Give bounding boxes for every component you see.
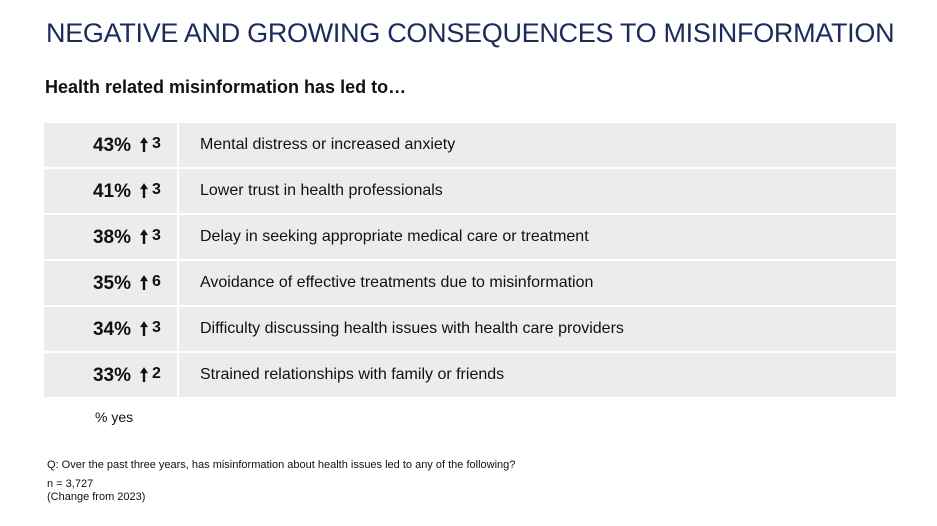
up-arrow [140, 182, 148, 198]
up-arrow [140, 366, 148, 382]
change-value: 3 [152, 227, 161, 245]
row-label: Avoidance of effective treatments due to… [200, 274, 594, 291]
change-value: 3 [152, 135, 161, 153]
change: 3 [140, 319, 161, 337]
change-value: 2 [152, 365, 161, 383]
stat-cell: 38% 3 [44, 215, 179, 259]
percent: 41% [92, 181, 131, 203]
unit-note: % yes [95, 409, 134, 425]
percent: 38% [92, 227, 131, 249]
change: 2 [140, 365, 161, 383]
table-row: 38% 3 Delay in seeking appropriate medical… [44, 215, 896, 259]
up-arrow [140, 228, 148, 244]
change-note: (Change from 2023) [47, 491, 146, 503]
change: 3 [140, 227, 161, 245]
stat-cell: 43% 3 [44, 123, 179, 167]
table-row: 33% 2 Strained relationships with family o… [44, 353, 896, 397]
stat-cell: 35% 6 [44, 261, 179, 305]
row-label: Delay in seeking appropriate medical car… [200, 228, 589, 245]
sample-note: n = 3,727 [47, 478, 94, 490]
stat-cell: 34% 3 [44, 307, 179, 351]
change-value: 3 [152, 181, 161, 199]
change: 3 [140, 135, 161, 153]
change-value: 3 [152, 319, 161, 337]
question-note: Q: Over the past three years, has misinf… [47, 459, 516, 471]
percent: 34% [92, 319, 131, 341]
table-row: 43% 3 Mental distress or increased anxiety [44, 123, 896, 167]
subtitle: Health related misinformation has led to… [45, 77, 407, 97]
results-table: 43% 3 Mental distress or increased anxiety… [44, 123, 896, 399]
row-label: Strained relationships with family or fr… [200, 366, 505, 383]
table-row: 34% 3 Difficulty discussing health issues … [44, 307, 896, 351]
row-label: Difficulty discussing health issues with… [200, 320, 624, 337]
stat-cell: 33% 2 [44, 353, 179, 397]
table-row: 35% 6 Avoidance of effective treatments du… [44, 261, 896, 305]
percent: 33% [92, 365, 131, 387]
table-row: 41% 3 Lower trust in health professionals [44, 169, 896, 213]
change-value: 6 [152, 273, 161, 291]
title: NEGATIVE AND GROWING CONSEQUENCES TO MIS… [46, 18, 895, 48]
up-arrow [140, 320, 148, 336]
row-label: Lower trust in health professionals [200, 182, 443, 199]
change: 3 [140, 181, 161, 199]
row-label: Mental distress or increased anxiety [200, 136, 456, 153]
up-arrow [140, 136, 148, 152]
change: 6 [140, 273, 161, 291]
up-arrow [140, 274, 148, 290]
stat-cell: 41% 3 [44, 169, 179, 213]
percent: 43% [92, 135, 131, 157]
percent: 35% [92, 273, 131, 295]
